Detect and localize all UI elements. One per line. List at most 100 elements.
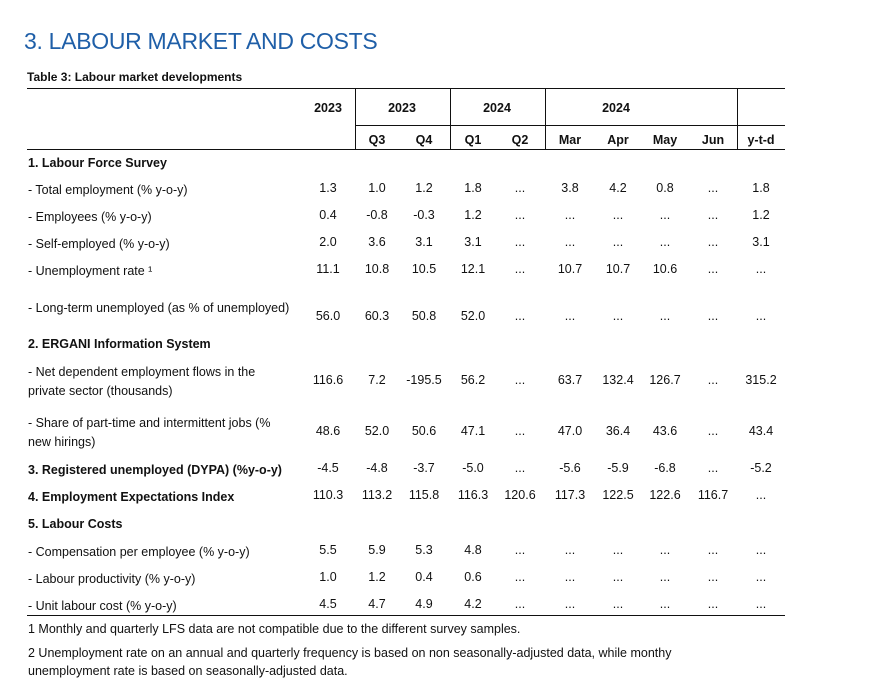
table-caption: Table 3: Labour market developments — [27, 70, 243, 84]
table-cell: ... — [707, 597, 719, 611]
table-cell: 3.1 — [752, 235, 770, 249]
header-2024-months: 2024 — [602, 101, 630, 115]
row-label: 3. Registered unemployed (DYPA) (%y-o-y) — [28, 463, 282, 477]
table-cell: 1.2 — [752, 208, 770, 222]
table-cell: ... — [755, 309, 767, 323]
table-cell: ... — [564, 543, 576, 557]
table-cell: 0.8 — [656, 181, 674, 195]
table-cell: ... — [514, 461, 526, 475]
table-cell: ... — [755, 488, 767, 502]
table-cell: 47.1 — [460, 424, 486, 438]
table-cell: 50.8 — [411, 309, 437, 323]
header-may: May — [652, 133, 678, 147]
table-cell: 60.3 — [364, 309, 390, 323]
table-cell: 117.3 — [554, 488, 586, 502]
table-cell: 126.7 — [649, 373, 681, 387]
table-cell: ... — [514, 570, 526, 584]
table-cell: ... — [659, 543, 671, 557]
row-label: 1. Labour Force Survey — [28, 156, 167, 170]
divider-quarters — [355, 89, 356, 149]
header-mid-rule — [355, 125, 785, 126]
table-cell: 10.8 — [364, 262, 390, 276]
table-cell: ... — [707, 309, 719, 323]
table-cell: 10.6 — [652, 262, 678, 276]
table-cell: 11.1 — [316, 262, 340, 276]
table-cell: 113.2 — [361, 488, 393, 502]
header-q3: Q3 — [368, 133, 386, 147]
row-label: 5. Labour Costs — [28, 517, 123, 531]
table-cell: 0.4 — [319, 208, 337, 222]
table-cell: ... — [564, 597, 576, 611]
row-label: - Net dependent employment flows in the … — [28, 365, 256, 398]
table-cell: 1.2 — [415, 181, 433, 195]
table-cell: ... — [612, 235, 624, 249]
row-label: - Unemployment rate ¹ — [28, 264, 153, 278]
table-cell: 116.7 — [697, 488, 729, 502]
section-title: 3. LABOUR MARKET AND COSTS — [24, 28, 378, 54]
table-cell: -6.8 — [654, 461, 676, 475]
footnote-2: 2 Unemployment rate on an annual and qua… — [28, 646, 672, 678]
table-cell: ... — [514, 597, 526, 611]
row-label: 2. ERGANI Information System — [28, 337, 211, 351]
header-q4: Q4 — [415, 133, 433, 147]
table-cell: ... — [564, 235, 576, 249]
table-cell: -0.8 — [366, 208, 388, 222]
row-label: - Unit labour cost (% y-o-y) — [28, 599, 177, 613]
table-cell: ... — [612, 570, 624, 584]
divider-ytd — [737, 89, 738, 149]
table-cell: ... — [514, 309, 526, 323]
table-cell: 4.5 — [319, 597, 337, 611]
table-cell: 2.0 — [319, 235, 337, 249]
table-cell: ... — [659, 235, 671, 249]
table-cell: -5.0 — [462, 461, 484, 475]
table-cell: 0.4 — [415, 570, 433, 584]
table-cell: 1.2 — [464, 208, 482, 222]
row-label: - Total employment (% y-o-y) — [28, 183, 188, 197]
row-label: - Long-term unemployed (as % of unemploy… — [28, 301, 290, 315]
row-label: - Self-employed (% y-o-y) — [28, 237, 170, 251]
table-cell: 10.5 — [411, 262, 437, 276]
table-cell: 122.6 — [649, 488, 681, 502]
table-cell: ... — [707, 181, 719, 195]
header-jun: Jun — [701, 133, 725, 147]
table-cell: 4.2 — [609, 181, 627, 195]
table-cell: 4.8 — [464, 543, 482, 557]
table-cell: 7.2 — [368, 373, 386, 387]
table-cell: 50.6 — [411, 424, 437, 438]
table-cell: 52.0 — [364, 424, 390, 438]
table-cell: 3.6 — [368, 235, 386, 249]
table-cell: 56.2 — [460, 373, 486, 387]
table-cell: 48.6 — [315, 424, 341, 438]
table-cell: ... — [659, 597, 671, 611]
table-cell: ... — [755, 543, 767, 557]
table-cell: ... — [707, 424, 719, 438]
table-cell: 10.7 — [557, 262, 583, 276]
table-cell: 4.2 — [464, 597, 482, 611]
table-cell: ... — [564, 309, 576, 323]
row-label: - Share of part-time and intermittent jo… — [28, 416, 271, 449]
divider-2024q — [450, 89, 451, 149]
table-cell: 1.8 — [752, 181, 770, 195]
table-cell: 3.8 — [561, 181, 579, 195]
table-cell: 52.0 — [460, 309, 486, 323]
table-cell: ... — [755, 262, 767, 276]
table-cell: ... — [659, 570, 671, 584]
row-label: - Employees (% y-o-y) — [28, 210, 152, 224]
row-label: - Labour productivity (% y-o-y) — [28, 572, 196, 586]
table-cell: ... — [514, 424, 526, 438]
footnote-1: 1 Monthly and quarterly LFS data are not… — [28, 622, 521, 636]
table-cell: ... — [514, 208, 526, 222]
table-cell: ... — [659, 309, 671, 323]
table-cell: ... — [514, 543, 526, 557]
table-cell: 5.3 — [415, 543, 433, 557]
table-cell: 132.4 — [602, 373, 634, 387]
table-cell: 4.7 — [368, 597, 386, 611]
table-cell: ... — [707, 570, 719, 584]
table-cell: ... — [612, 208, 624, 222]
table-cell: ... — [514, 181, 526, 195]
table-cell: ... — [707, 262, 719, 276]
header-mar: Mar — [558, 133, 582, 147]
header-bottom-rule — [27, 149, 785, 150]
table-cell: 1.2 — [368, 570, 386, 584]
table-cell: ... — [612, 543, 624, 557]
